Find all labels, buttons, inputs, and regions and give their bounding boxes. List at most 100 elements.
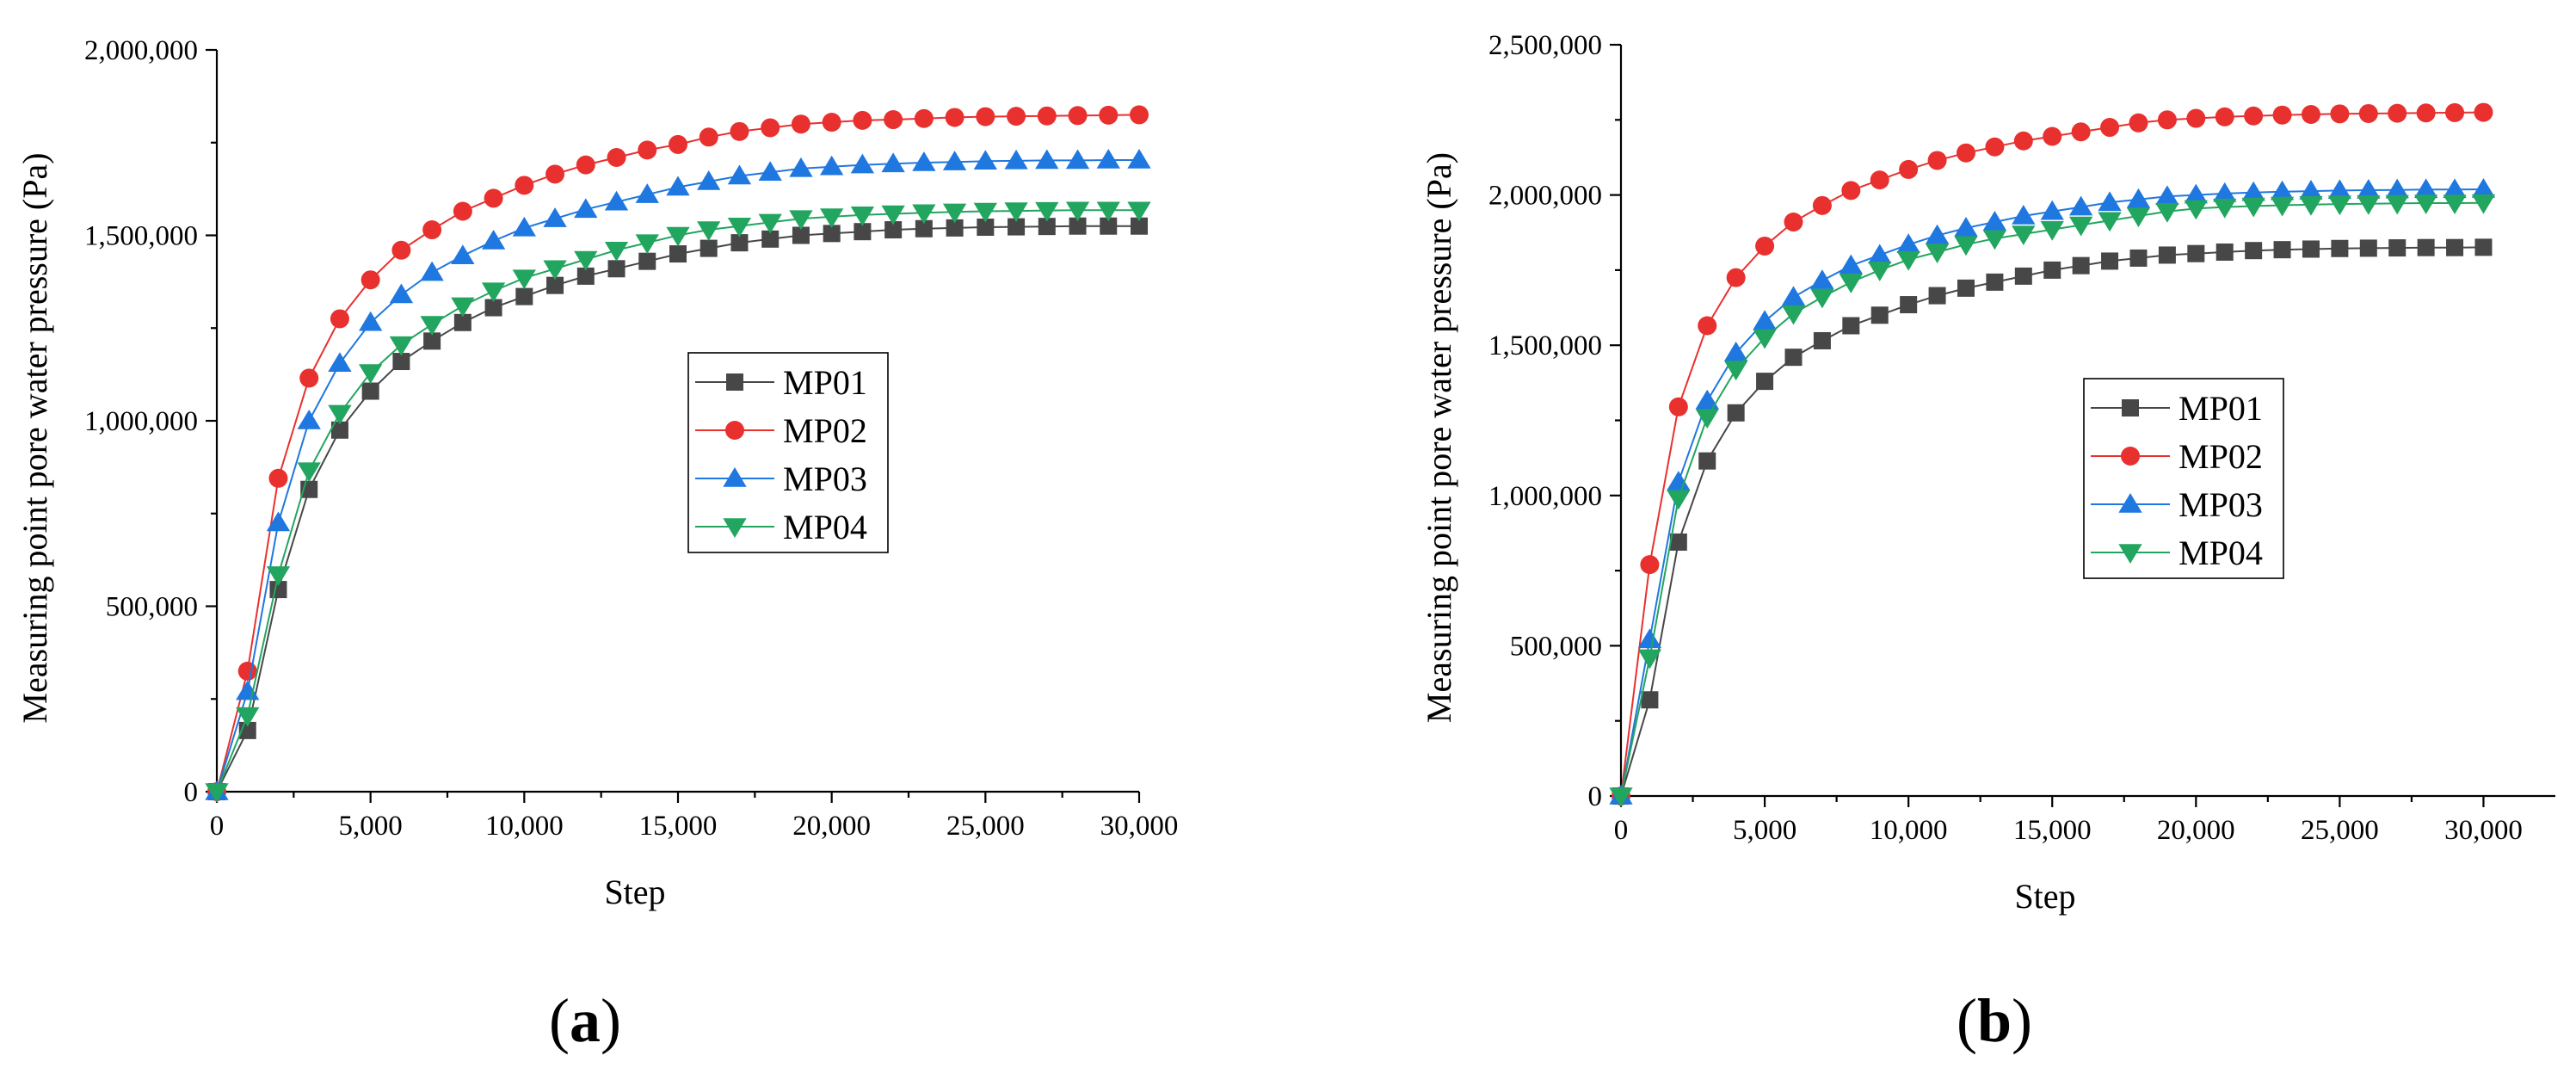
x-tick-label: 25,000 xyxy=(946,811,1025,842)
series-mp03 xyxy=(1609,177,2496,805)
data-point-mp03 xyxy=(451,244,475,264)
series-line-mp04 xyxy=(216,209,1139,793)
data-point-mp04 xyxy=(1609,787,1633,807)
data-point-mp03 xyxy=(420,261,444,281)
series-mp04 xyxy=(205,201,1151,803)
data-point-mp03 xyxy=(1982,211,2007,231)
chart-panel-a: 0 5,000 10,000 15,000 20,000 25,000 30,000 0 500… xyxy=(15,35,1178,911)
data-point-mp03 xyxy=(236,680,260,700)
data-point-mp02 xyxy=(1037,106,1057,126)
data-point-mp04 xyxy=(1096,201,1120,222)
x-tick-label: 20,000 xyxy=(792,811,871,842)
data-point-mp01 xyxy=(1813,331,1831,349)
legend-label-mp01: MP01 xyxy=(783,363,867,402)
data-point-mp02 xyxy=(2013,131,2033,151)
data-point-mp03 xyxy=(758,161,782,181)
data-point-mp04 xyxy=(2241,197,2265,218)
data-point-mp01 xyxy=(1784,349,1803,367)
data-point-mp04 xyxy=(2126,207,2151,228)
data-point-mp02 xyxy=(268,468,288,488)
x-tick-label: 20,000 xyxy=(2157,815,2235,846)
data-point-mp04 xyxy=(758,213,782,234)
legend: MP01 MP02 MP03 MP04 xyxy=(687,352,889,553)
data-point-mp01 xyxy=(792,226,810,244)
data-point-mp02 xyxy=(391,240,411,260)
data-point-mp03 xyxy=(359,311,383,331)
data-point-mp02 xyxy=(791,114,810,134)
data-point-mp02 xyxy=(914,108,934,128)
data-point-mp04 xyxy=(2040,221,2064,241)
data-point-mp04 xyxy=(1695,409,1719,429)
data-point-mp01 xyxy=(823,225,841,243)
data-point-mp02 xyxy=(330,309,349,329)
data-point-mp01 xyxy=(2101,252,2119,270)
y-tick-label: 2,000,000 xyxy=(84,35,198,66)
panel-label-a: (a) xyxy=(549,986,621,1055)
data-point-mp02 xyxy=(1985,137,2005,157)
x-tick-label: 5,000 xyxy=(339,811,403,842)
data-point-mp04 xyxy=(1896,250,1920,271)
data-point-mp03 xyxy=(1753,310,1777,330)
data-point-mp01 xyxy=(453,313,471,331)
data-point-mp02 xyxy=(976,107,995,126)
y-tick-label: 1,500,000 xyxy=(1488,330,1602,361)
legend: MP01 MP02 MP03 MP04 xyxy=(2083,378,2284,579)
x-tick-label: 15,000 xyxy=(639,811,718,842)
data-point-mp02 xyxy=(299,368,319,388)
data-point-mp04 xyxy=(2068,216,2093,237)
data-point-mp01 xyxy=(2043,261,2061,279)
data-point-mp02 xyxy=(2416,103,2436,123)
data-point-mp02 xyxy=(422,220,442,240)
data-point-mp03 xyxy=(297,410,321,429)
data-point-mp04 xyxy=(727,217,752,238)
x-tick-label: 30,000 xyxy=(2444,815,2523,846)
data-point-mp04 xyxy=(1065,201,1090,222)
data-point-mp04 xyxy=(266,566,291,586)
data-point-mp03 xyxy=(2126,188,2151,208)
data-point-mp02 xyxy=(484,188,503,208)
data-point-mp03 xyxy=(973,150,997,170)
data-point-mp04 xyxy=(451,297,475,318)
y-tick-label: 1,000,000 xyxy=(84,406,198,437)
data-point-mp03 xyxy=(2098,191,2122,212)
data-point-mp01 xyxy=(884,221,903,239)
y-tick-label: 500,000 xyxy=(106,592,198,623)
y-tick-label: 0 xyxy=(1588,781,1603,812)
data-point-mp04 xyxy=(850,207,875,226)
data-point-mp02 xyxy=(361,270,380,290)
data-point-mp04 xyxy=(2270,196,2295,217)
data-point-mp01 xyxy=(1069,217,1087,235)
data-point-mp03 xyxy=(328,352,352,372)
data-point-mp04 xyxy=(2098,212,2122,232)
data-point-mp02 xyxy=(2157,110,2177,130)
data-point-mp01 xyxy=(1928,287,1946,305)
data-point-mp04 xyxy=(543,260,567,281)
data-point-mp01 xyxy=(2187,244,2205,262)
data-point-mp03 xyxy=(1096,149,1120,169)
x-tick-label: 25,000 xyxy=(2301,815,2379,846)
x-tick-label: 15,000 xyxy=(2013,815,2092,846)
data-point-mp02 xyxy=(545,164,565,184)
data-point-mp02 xyxy=(699,127,718,147)
data-point-mp01 xyxy=(1842,317,1860,335)
data-point-mp03 xyxy=(789,157,813,177)
data-point-mp04 xyxy=(359,364,383,384)
data-point-mp02 xyxy=(1841,181,1861,201)
data-point-mp02 xyxy=(2244,106,2264,126)
data-point-mp01 xyxy=(2215,243,2234,261)
data-point-mp02 xyxy=(515,176,534,195)
data-point-mp01 xyxy=(2129,249,2148,267)
data-point-mp03 xyxy=(2471,177,2496,198)
series-line-mp02 xyxy=(216,114,1140,793)
legend-box xyxy=(687,352,889,553)
data-point-mp02 xyxy=(1640,555,1660,575)
data-point-mp01 xyxy=(2158,246,2176,264)
data-point-mp01 xyxy=(330,421,348,439)
series-mp01 xyxy=(208,217,1148,800)
data-point-mp03 xyxy=(2184,183,2208,204)
data-point-mp01 xyxy=(576,267,595,285)
legend-marker-mp04 xyxy=(2118,544,2142,564)
data-point-mp03 xyxy=(2068,195,2093,216)
data-point-mp02 xyxy=(2358,103,2378,123)
data-point-mp03 xyxy=(2155,185,2179,206)
